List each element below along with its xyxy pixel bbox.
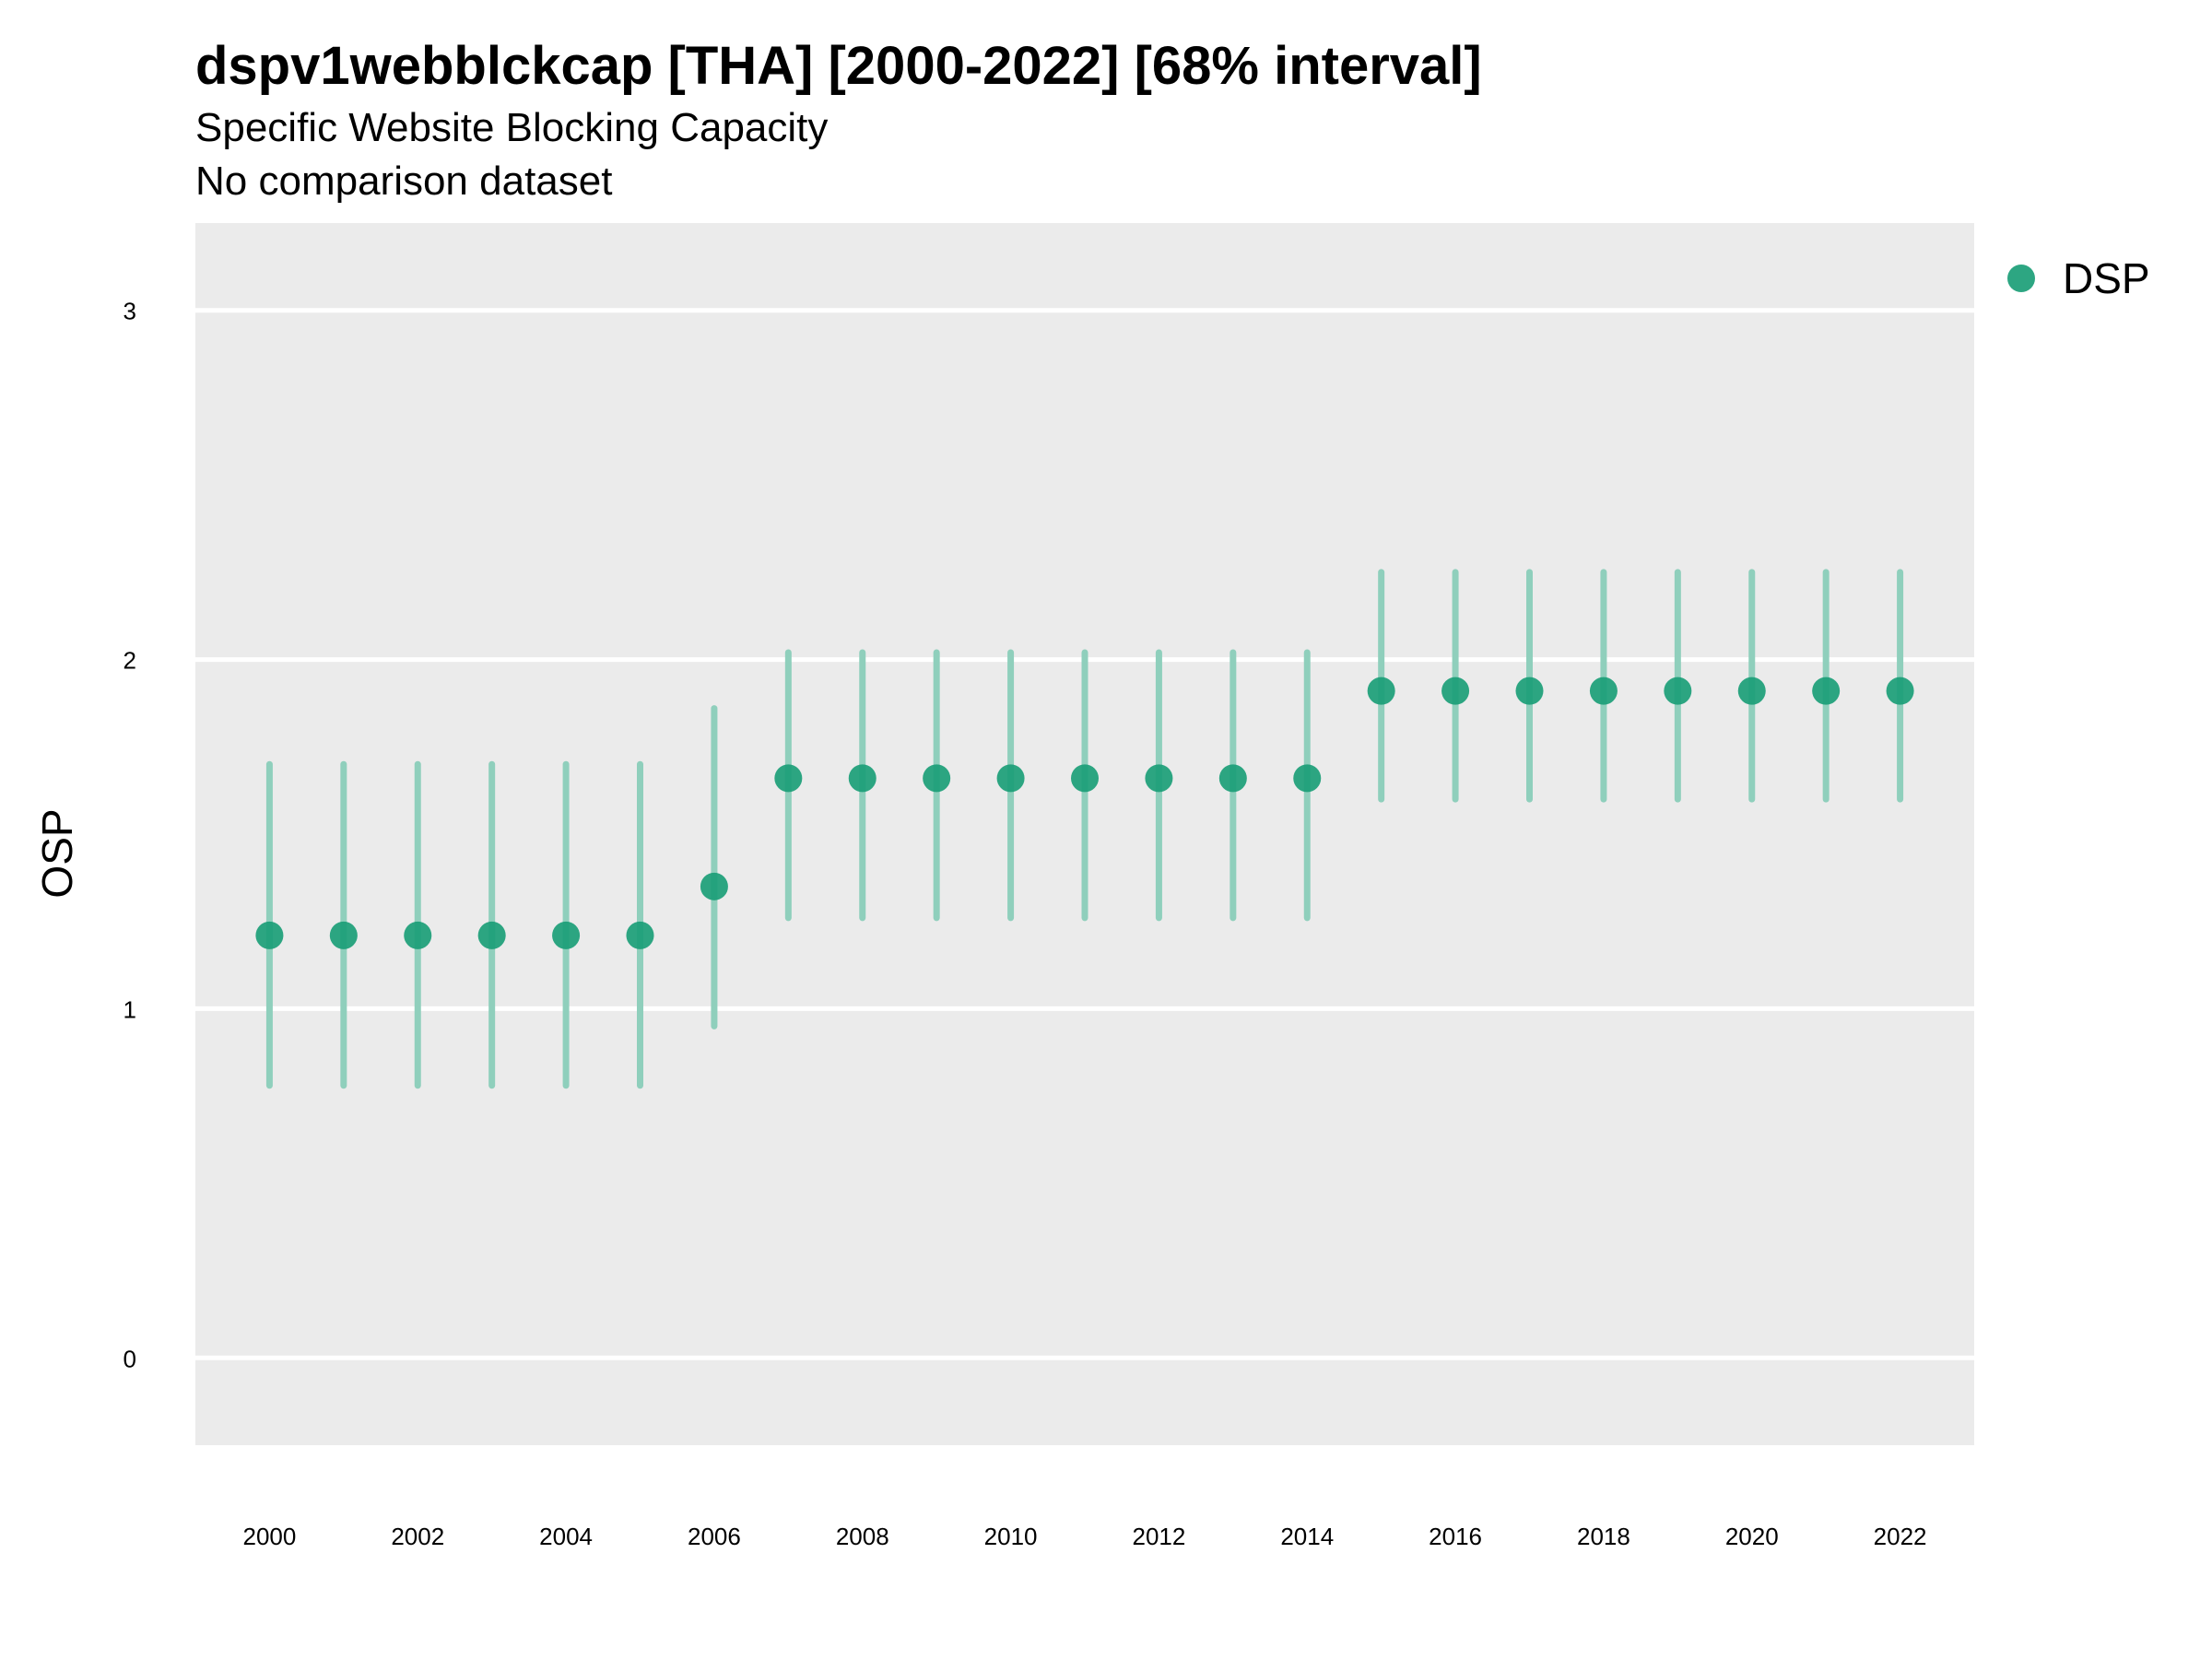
data-point <box>1441 677 1470 705</box>
y-tick-labels: 0 1 2 3 <box>124 298 136 1373</box>
data-point <box>477 921 506 949</box>
data-point <box>1515 677 1544 705</box>
x-tick-labels: 2000 2002 2004 2006 2008 2010 2012 2014 2016 2018… <box>242 1523 1926 1550</box>
x-tick-label: 2008 <box>836 1523 889 1550</box>
data-point <box>255 921 284 949</box>
data-point <box>1367 677 1395 705</box>
y-tick-label: 3 <box>124 298 136 325</box>
x-tick-label: 2018 <box>1577 1523 1630 1550</box>
data-point <box>1589 677 1618 705</box>
data-point <box>329 921 358 949</box>
data-point <box>1812 677 1841 705</box>
data-points <box>255 677 1914 949</box>
data-point <box>552 921 581 949</box>
x-tick-label: 2016 <box>1429 1523 1482 1550</box>
data-point <box>1218 764 1247 793</box>
legend-marker <box>2007 265 2035 292</box>
x-tick-label: 2010 <box>984 1523 1038 1550</box>
x-tick-label: 2014 <box>1280 1523 1334 1550</box>
x-tick-label: 2002 <box>391 1523 444 1550</box>
data-point <box>774 764 803 793</box>
x-tick-label: 2020 <box>1725 1523 1779 1550</box>
data-point <box>700 872 728 900</box>
data-point <box>923 764 951 793</box>
y-tick-label: 1 <box>124 995 136 1023</box>
x-tick-label: 2006 <box>688 1523 741 1550</box>
data-point <box>848 764 877 793</box>
data-point <box>626 921 654 949</box>
legend: DSP <box>2007 254 2150 302</box>
x-tick-label: 2004 <box>539 1523 593 1550</box>
x-tick-label: 2000 <box>242 1523 296 1550</box>
chart-title: dspv1webblckcap [THA] [2000-2022] [68% i… <box>195 36 1482 96</box>
x-tick-label: 2022 <box>1874 1523 1927 1550</box>
legend-label: DSP <box>2063 254 2150 302</box>
data-point <box>1886 677 1914 705</box>
data-point <box>1293 764 1322 793</box>
chart-subtitle: Specific Website Blocking Capacity <box>195 105 829 150</box>
y-axis-label: OSP <box>33 808 81 898</box>
data-point <box>1145 764 1173 793</box>
data-point <box>1071 764 1099 793</box>
data-point <box>404 921 432 949</box>
chart-caption: No comparison dataset <box>195 159 613 204</box>
data-point <box>996 764 1025 793</box>
data-point <box>1664 677 1692 705</box>
x-tick-label: 2012 <box>1132 1523 1185 1550</box>
y-tick-label: 0 <box>124 1345 136 1372</box>
data-point <box>1737 677 1766 705</box>
y-tick-label: 2 <box>124 647 136 675</box>
